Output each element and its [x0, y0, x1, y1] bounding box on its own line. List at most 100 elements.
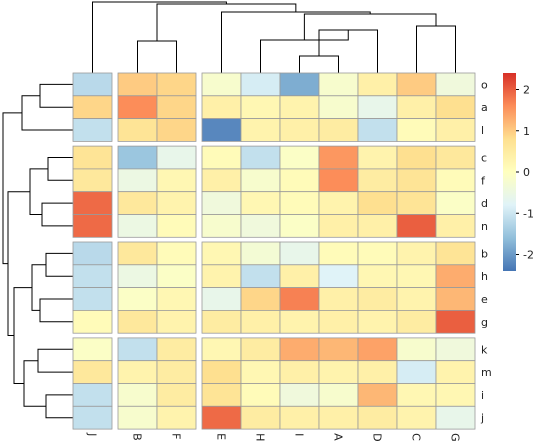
- column-label-H: H: [254, 433, 267, 441]
- heatmap-cell-d-B: [117, 191, 158, 215]
- heatmap-cell-o-F: [156, 72, 197, 97]
- legend-tick-label: -1: [523, 207, 534, 220]
- heatmap-cell-a-F: [156, 95, 197, 120]
- column-label-A: A: [332, 433, 345, 441]
- heatmap-cell-c-A: [318, 145, 359, 170]
- column-label-J: J: [86, 432, 99, 436]
- row-dendrogram-link-cf-dn: [29, 168, 48, 215]
- heatmap-cell-e-A: [318, 287, 359, 311]
- heatmap-cell-m-G: [435, 360, 476, 384]
- row-dendrogram: [2, 83, 73, 419]
- heatmap-cell-c-E: [201, 145, 242, 170]
- heatmap-cell-o-I: [279, 72, 320, 97]
- column-dendrogram-link-B-F: [137, 40, 177, 73]
- legend-ticks: 2 1 0 -1 -2: [516, 84, 534, 262]
- row-dendrogram-link-cfdn-rest: [7, 191, 30, 337]
- heatmap-cell-h-C: [396, 264, 437, 288]
- heatmap-cell-i-D: [357, 383, 398, 407]
- heatmap-cell-l-A: [318, 118, 359, 142]
- heatmap-cell-d-I: [279, 191, 320, 215]
- heatmap-cell-g-E: [201, 309, 242, 334]
- heatmap-cell-j-G: [435, 405, 476, 430]
- heatmap-cell-i-G: [435, 383, 476, 407]
- heatmap-cell-n-H: [240, 214, 281, 238]
- heatmap-cell-k-H: [240, 337, 281, 362]
- heatmap-cell-d-E: [201, 191, 242, 215]
- column-dendrogram-link-C-G: [416, 25, 456, 73]
- heatmap-cell-c-B: [117, 145, 158, 170]
- heatmap-cell-g-H: [240, 309, 281, 334]
- heatmap-cell-e-I: [279, 287, 320, 311]
- heatmap-cell-b-C: [396, 241, 437, 266]
- heatmap-cell-l-I: [279, 118, 320, 142]
- heatmap-cell-j-C: [396, 405, 437, 430]
- heatmap-cell-b-B: [117, 241, 158, 266]
- heatmap-cell-i-C: [396, 383, 437, 407]
- heatmap-cell-g-J: [72, 309, 113, 334]
- heatmap-cell-c-G: [435, 145, 476, 170]
- heatmap-cell-h-J: [72, 264, 113, 288]
- heatmap-cell-j-E: [201, 405, 242, 430]
- heatmap-cell-k-F: [156, 337, 197, 362]
- heatmap-cell-f-D: [357, 168, 398, 193]
- heatmap-cell-b-E: [201, 241, 242, 266]
- heatmap-cell-i-I: [279, 383, 320, 407]
- legend-tick-label: 2: [523, 84, 530, 97]
- column-dendrogram-link-J-rest: [92, 1, 227, 73]
- heatmap-cell-h-D: [357, 264, 398, 288]
- row-dendrogram-link-b-h: [45, 252, 73, 277]
- heatmap-cell-i-A: [318, 383, 359, 407]
- heatmap-cell-j-H: [240, 405, 281, 430]
- heatmap-cell-f-I: [279, 168, 320, 193]
- row-dendrogram-link-i-j: [45, 394, 73, 419]
- row-label-c: c: [481, 152, 487, 165]
- heatmap-cell-i-B: [117, 383, 158, 407]
- heatmap-cell-a-B: [117, 95, 158, 120]
- heatmap-cell-h-G: [435, 264, 476, 288]
- row-dendrogram-link-km-ij: [23, 360, 46, 407]
- heatmap-cell-a-A: [318, 95, 359, 120]
- heatmap-cell-j-J: [72, 405, 113, 430]
- heatmap-cell-n-C: [396, 214, 437, 238]
- column-label-F: F: [170, 433, 183, 439]
- heatmap-cell-n-B: [117, 214, 158, 238]
- row-label-m: m: [481, 366, 492, 379]
- row-label-e: e: [481, 293, 488, 306]
- heatmap-cell-l-E: [201, 118, 242, 142]
- heatmap-cell-l-C: [396, 118, 437, 142]
- legend-color-bar: [503, 73, 516, 271]
- heatmap-cell-m-I: [279, 360, 320, 384]
- heatmap-cell-m-H: [240, 360, 281, 384]
- row-dendrogram-link-bheg-kmij: [13, 287, 32, 384]
- heatmap-cell-o-H: [240, 72, 281, 97]
- heatmap-cell-g-G: [435, 309, 476, 334]
- row-dendrogram-link-e-g: [39, 298, 73, 323]
- row-label-o: o: [481, 78, 488, 91]
- row-label-h: h: [481, 270, 488, 283]
- heatmap-cell-o-J: [72, 72, 113, 97]
- heatmap-cell-a-H: [240, 95, 281, 120]
- heatmap-cell-o-G: [435, 72, 476, 97]
- heatmap-cell-c-C: [396, 145, 437, 170]
- row-label-d: d: [481, 197, 488, 210]
- row-dendrogram-link-d-n: [41, 202, 73, 227]
- heatmap-cell-m-B: [117, 360, 158, 384]
- heatmap-cell-g-F: [156, 309, 197, 334]
- row-dendrogram-link-oal-rest: [2, 112, 22, 265]
- heatmap-cell-b-F: [156, 241, 197, 266]
- heatmap-cell-o-C: [396, 72, 437, 97]
- row-label-b: b: [481, 247, 488, 260]
- heatmap-cell-c-D: [357, 145, 398, 170]
- row-dendrogram-link-oa-l: [21, 95, 73, 131]
- column-dendrogram-link-BF-EG: [156, 3, 297, 41]
- heatmap-cell-f-J: [72, 168, 113, 193]
- row-dendrogram-link-c-f: [47, 157, 73, 181]
- row-label-n: n: [481, 220, 488, 233]
- legend-tick-label: 0: [523, 166, 530, 179]
- column-label-I: I: [293, 433, 306, 436]
- heatmap-cell-a-I: [279, 95, 320, 120]
- heatmap-cell-e-G: [435, 287, 476, 311]
- heatmap-cell-k-J: [72, 337, 113, 362]
- heatmap-cell-e-J: [72, 287, 113, 311]
